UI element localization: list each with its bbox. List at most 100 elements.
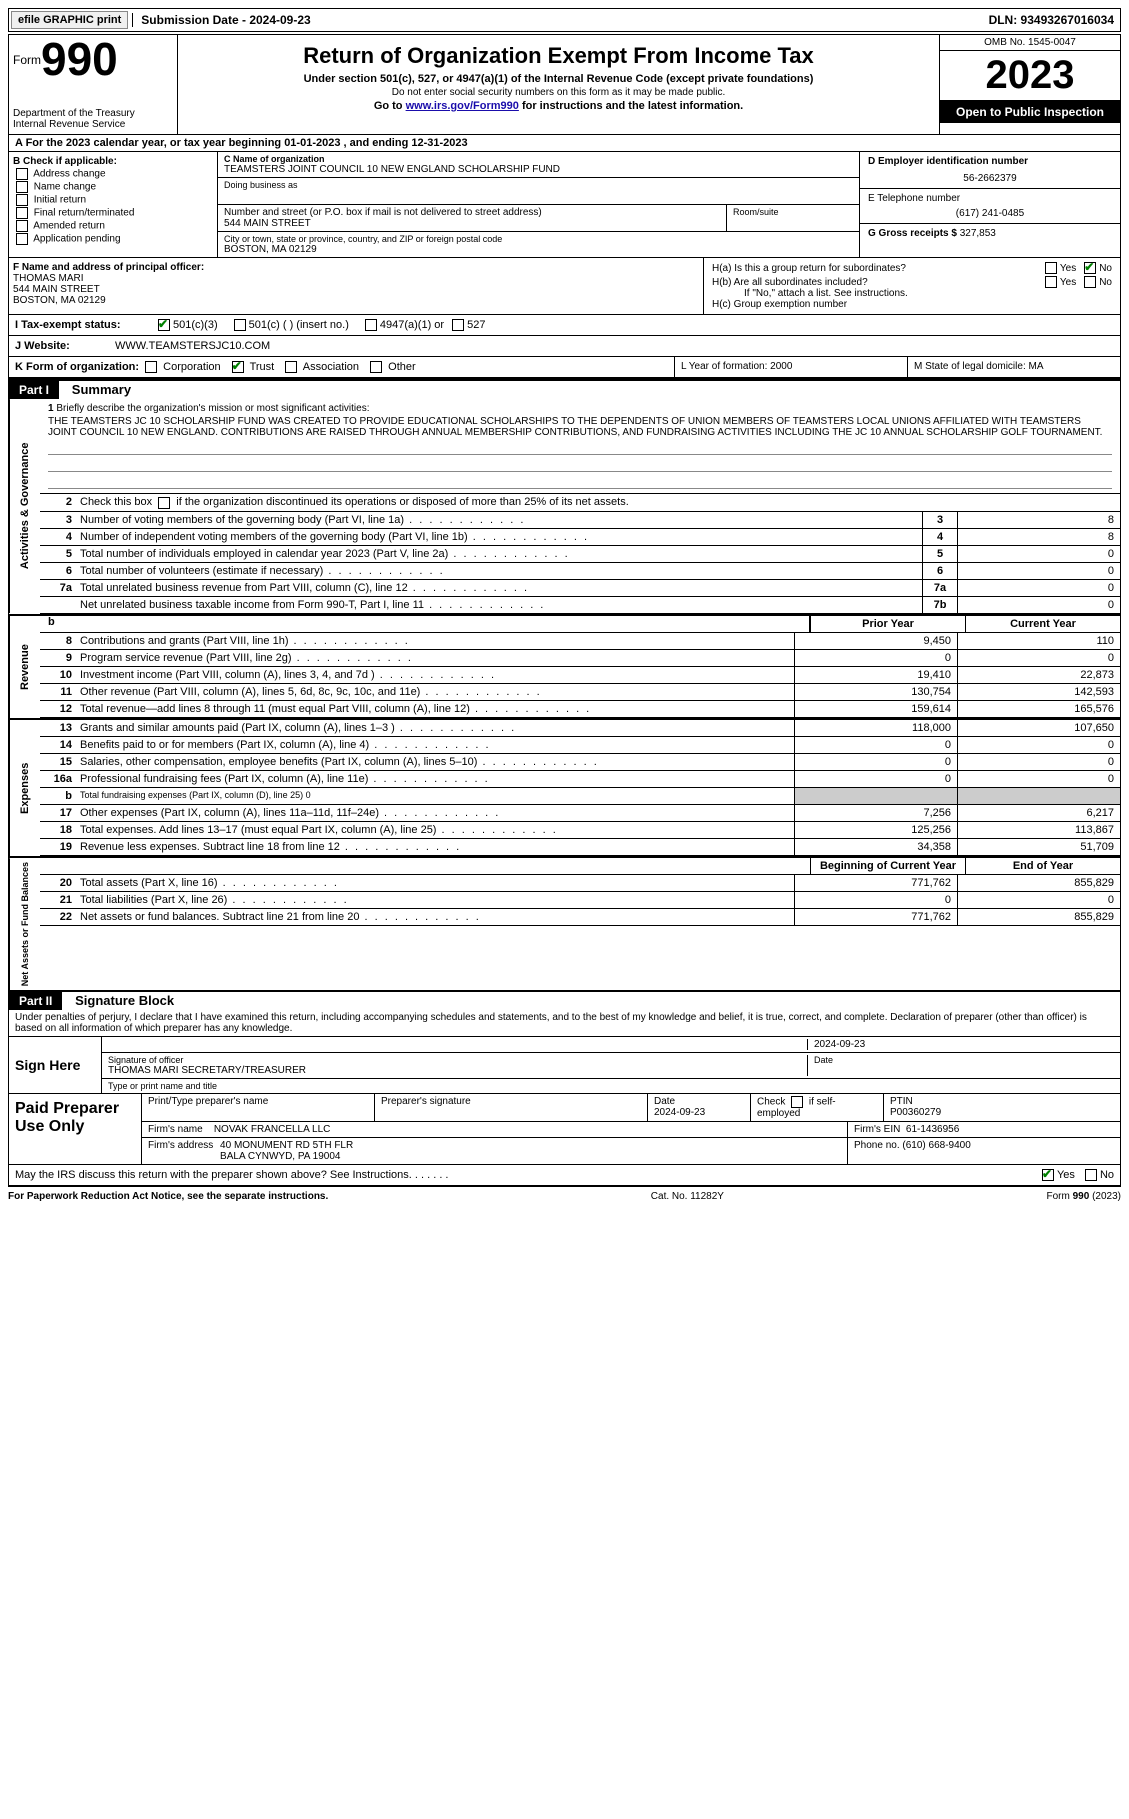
chk-corp[interactable] (145, 361, 157, 373)
ln2-text: Check this box if the organization disco… (76, 494, 1120, 510)
part1-header-row: Part I Summary (9, 381, 1120, 399)
chk-amended[interactable] (16, 220, 28, 232)
header-left: Form 990 Department of the Treasury Inte… (9, 35, 178, 134)
chk-self-employed[interactable] (791, 1096, 803, 1108)
org-name-label: C Name of organization (224, 154, 853, 164)
prep-name-label: Print/Type preparer's name (142, 1094, 375, 1121)
chk-527[interactable] (452, 319, 464, 331)
firm-name: NOVAK FRANCELLA LLC (214, 1124, 331, 1135)
gov-row: 3Number of voting members of the governi… (40, 512, 1120, 529)
hb-no[interactable] (1084, 276, 1096, 288)
rev-row: 11Other revenue (Part VIII, column (A), … (40, 684, 1120, 701)
exp-row: 14Benefits paid to or for members (Part … (40, 737, 1120, 754)
goto-link[interactable]: www.irs.gov/Form990 (406, 100, 519, 112)
m-state: M State of legal domicile: MA (908, 357, 1120, 377)
chk-501c3[interactable] (158, 319, 170, 331)
col-b-label: B Check if applicable: (13, 156, 117, 167)
chk-4947[interactable] (365, 319, 377, 331)
chk-application[interactable] (16, 233, 28, 245)
col-f-officer: F Name and address of principal officer:… (9, 258, 704, 314)
firm-ein-label: Firm's EIN (854, 1124, 900, 1135)
chk-discontinued[interactable] (158, 497, 170, 509)
hb-no-label: No (1099, 277, 1112, 288)
ha-yes[interactable] (1045, 262, 1057, 274)
chk-assoc[interactable] (285, 361, 297, 373)
mission-block: 1 Briefly describe the organization's mi… (40, 399, 1120, 494)
rev-row: 9Program service revenue (Part VIII, lin… (40, 650, 1120, 667)
part1-tag: Part I (9, 381, 59, 399)
opt-corp: Corporation (163, 361, 220, 373)
hc-label: H(c) Group exemption number (712, 299, 1112, 310)
mission-label: Briefly describe the organization's miss… (56, 403, 369, 414)
ha-no[interactable] (1084, 262, 1096, 274)
ptin: P00360279 (890, 1107, 1114, 1118)
firm-addr: 40 MONUMENT RD 5TH FLR BALA CYNWYD, PA 1… (220, 1140, 353, 1162)
rev-row: 12Total revenue—add lines 8 through 11 (… (40, 701, 1120, 718)
firm-ein: 61-1436956 (906, 1124, 959, 1135)
chk-final-return[interactable] (16, 207, 28, 219)
form-number: 990 (41, 39, 118, 80)
discuss-text: May the IRS discuss this return with the… (15, 1169, 449, 1181)
gross-receipts: 327,853 (960, 228, 996, 239)
col-h-group: H(a) Is this a group return for subordin… (704, 258, 1120, 314)
i-label: I Tax-exempt status: (15, 319, 155, 331)
mission-text: THE TEAMSTERS JC 10 SCHOLARSHIP FUND WAS… (48, 416, 1112, 438)
exp-row: bTotal fundraising expenses (Part IX, co… (40, 788, 1120, 805)
col-begin: Beginning of Current Year (810, 858, 965, 874)
type-name-label: Type or print name and title (108, 1081, 217, 1091)
chk-name-change[interactable] (16, 181, 28, 193)
ha-yes-label: Yes (1060, 263, 1076, 274)
chk-address-change[interactable] (16, 168, 28, 180)
gov-row: 4Number of independent voting members of… (40, 529, 1120, 546)
row-k: K Form of organization: Corporation Trus… (9, 357, 675, 377)
discuss-no[interactable] (1085, 1169, 1097, 1181)
chk-label-3: Final return/terminated (34, 208, 135, 219)
ha-no-label: No (1099, 263, 1112, 274)
chk-label-4: Amended return (33, 221, 105, 232)
row-i-tax-status: I Tax-exempt status: 501(c)(3) 501(c) ( … (9, 315, 1120, 336)
form-container: Form 990 Department of the Treasury Inte… (8, 34, 1121, 1186)
street-label: Number and street (or P.O. box if mail i… (224, 207, 720, 218)
ha-label: H(a) Is this a group return for subordin… (712, 263, 1042, 274)
hb-label: H(b) Are all subordinates included? (712, 277, 1042, 288)
row-j-website: J Website: WWW.TEAMSTERSJC10.COM (9, 336, 1120, 357)
tax-year: 2023 (940, 51, 1120, 101)
footer: For Paperwork Reduction Act Notice, see … (8, 1186, 1121, 1206)
org-name: TEAMSTERS JOINT COUNCIL 10 NEW ENGLAND S… (224, 164, 853, 175)
firm-addr-label: Firm's address (148, 1140, 213, 1151)
form-title: Return of Organization Exempt From Incom… (184, 43, 933, 69)
ptin-label: PTIN (890, 1096, 1114, 1107)
form-footer: Form 990 (2023) (1047, 1191, 1121, 1202)
chk-initial-return[interactable] (16, 194, 28, 206)
hb-yes[interactable] (1045, 276, 1057, 288)
chk-label-1: Name change (34, 182, 96, 193)
ein: 56-2662379 (868, 173, 1112, 184)
exp-row: 15Salaries, other compensation, employee… (40, 754, 1120, 771)
submission-date: Submission Date - 2024-09-23 (132, 13, 318, 27)
cat-no: Cat. No. 11282Y (651, 1191, 724, 1202)
discuss-yes-label: Yes (1057, 1169, 1075, 1181)
prep-sig-label: Preparer's signature (375, 1094, 648, 1121)
opt-527: 527 (467, 319, 485, 331)
ein-label: D Employer identification number (868, 156, 1112, 167)
rev-row: 8Contributions and grants (Part VIII, li… (40, 633, 1120, 650)
chk-501c[interactable] (234, 319, 246, 331)
sign-here: Sign Here (9, 1037, 102, 1093)
efile-print-button[interactable]: efile GRAPHIC print (11, 11, 128, 29)
chk-other[interactable] (370, 361, 382, 373)
sig-officer-label: Signature of officer (108, 1055, 807, 1065)
pra-notice: For Paperwork Reduction Act Notice, see … (8, 1191, 328, 1202)
part2-title: Signature Block (65, 993, 174, 1008)
phone: (617) 241-0485 (868, 208, 1112, 219)
city-label: City or town, state or province, country… (224, 234, 853, 244)
opt-trust: Trust (250, 361, 275, 373)
header-sub2: Do not enter social security numbers on … (184, 87, 933, 98)
exp-row: 19Revenue less expenses. Subtract line 1… (40, 839, 1120, 856)
side-revenue: Revenue (9, 616, 40, 718)
discuss-yes[interactable] (1042, 1169, 1054, 1181)
chk-trust[interactable] (232, 361, 244, 373)
officer-label: F Name and address of principal officer: (13, 262, 699, 273)
j-label: J Website: (15, 340, 115, 352)
phone-label: E Telephone number (868, 193, 1112, 204)
open-to-public: Open to Public Inspection (940, 101, 1120, 123)
